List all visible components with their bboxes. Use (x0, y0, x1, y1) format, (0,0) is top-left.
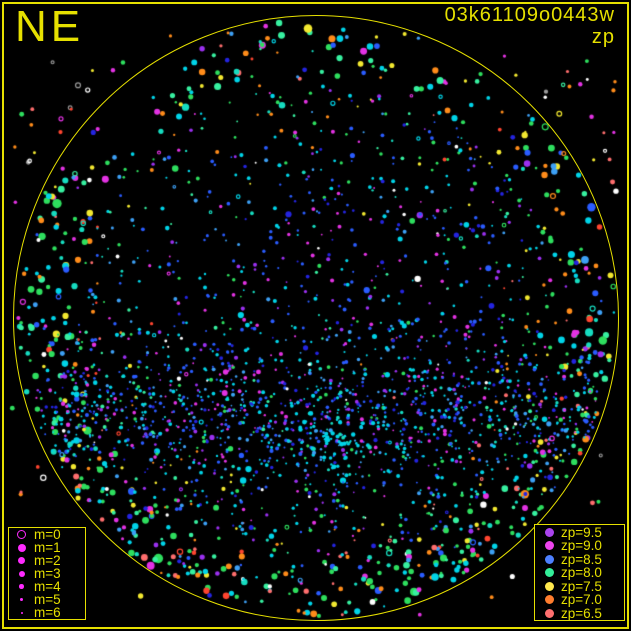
legend-zp-label: zp=7.5 (561, 578, 602, 594)
zp-color-swatch (545, 608, 554, 618)
magnitude-marker-m1 (17, 543, 26, 552)
legend-m-label: m=3 (34, 566, 61, 581)
legend-m-label: m=6 (34, 605, 61, 620)
marker-cell (9, 597, 34, 602)
marker-cell (9, 570, 34, 577)
magnitude-marker-m3 (18, 570, 25, 577)
plot-subtitle: zp (591, 26, 615, 48)
legend-m-row: m=2 (9, 554, 85, 567)
legend-m-label: m=4 (34, 579, 61, 594)
magnitude-marker-m2 (18, 557, 25, 564)
legend-m-row: m=6 (9, 606, 85, 619)
magnitude-marker-m0 (17, 530, 26, 539)
legend-zp-label: zp=6.5 (561, 605, 602, 621)
legend-zp-label: zp=7.0 (561, 592, 602, 607)
legend-zp-row: zp=7.0 (535, 593, 624, 606)
legend-zp-row: zp=8.5 (535, 551, 624, 567)
zp-color-swatch (545, 595, 554, 604)
legend-m-row: m=5 (9, 593, 85, 606)
legend-zp-label: zp=8.0 (561, 565, 602, 580)
marker-cell (9, 611, 34, 614)
legend-m-label: m=2 (34, 553, 61, 568)
legend-zp-row: zp=9.5 (535, 524, 624, 540)
legend-zp: zp=9.5 zp=9.0 zp=8.5 zp=8.0 zp=7.5 zp=7.… (534, 524, 625, 621)
marker-cell (9, 557, 34, 564)
legend-zp-label: zp=8.5 (561, 551, 602, 567)
magnitude-marker-m4 (19, 584, 24, 589)
legend-zp-row: zp=8.0 (535, 566, 624, 579)
zp-color-swatch (545, 568, 554, 577)
quadrant-label: NE (15, 2, 85, 51)
magnitude-marker-m6 (20, 611, 23, 614)
zp-color-swatch (545, 554, 554, 564)
zp-color-swatch (545, 581, 554, 591)
legend-m-label: m=5 (34, 592, 61, 607)
legend-zp-row: zp=7.5 (535, 578, 624, 594)
magnitude-marker-m5 (19, 597, 24, 602)
legend-zp-row: zp=9.0 (535, 539, 624, 552)
legend-magnitude: m=0 m=1 m=2 m=3 m=4 m=5 m=6 (8, 527, 86, 620)
marker-cell (9, 543, 34, 552)
legend-m-row: m=3 (9, 567, 85, 580)
legend-zp-label: zp=9.0 (561, 538, 602, 553)
legend-m-label: m=1 (34, 540, 61, 555)
marker-cell (9, 530, 34, 539)
plot-title: 03k61109o0443w (444, 4, 615, 26)
plot-title-block: 03k61109o0443w zp (445, 4, 615, 48)
legend-m-row: m=0 (9, 528, 85, 541)
legend-m-row: m=1 (9, 541, 85, 554)
legend-zp-row: zp=6.5 (535, 605, 624, 621)
marker-cell (9, 584, 34, 589)
zp-color-swatch (545, 541, 554, 550)
legend-m-label: m=0 (34, 527, 61, 542)
zp-color-swatch (545, 527, 554, 537)
legend-m-row: m=4 (9, 580, 85, 593)
legend-zp-label: zp=9.5 (561, 524, 602, 540)
